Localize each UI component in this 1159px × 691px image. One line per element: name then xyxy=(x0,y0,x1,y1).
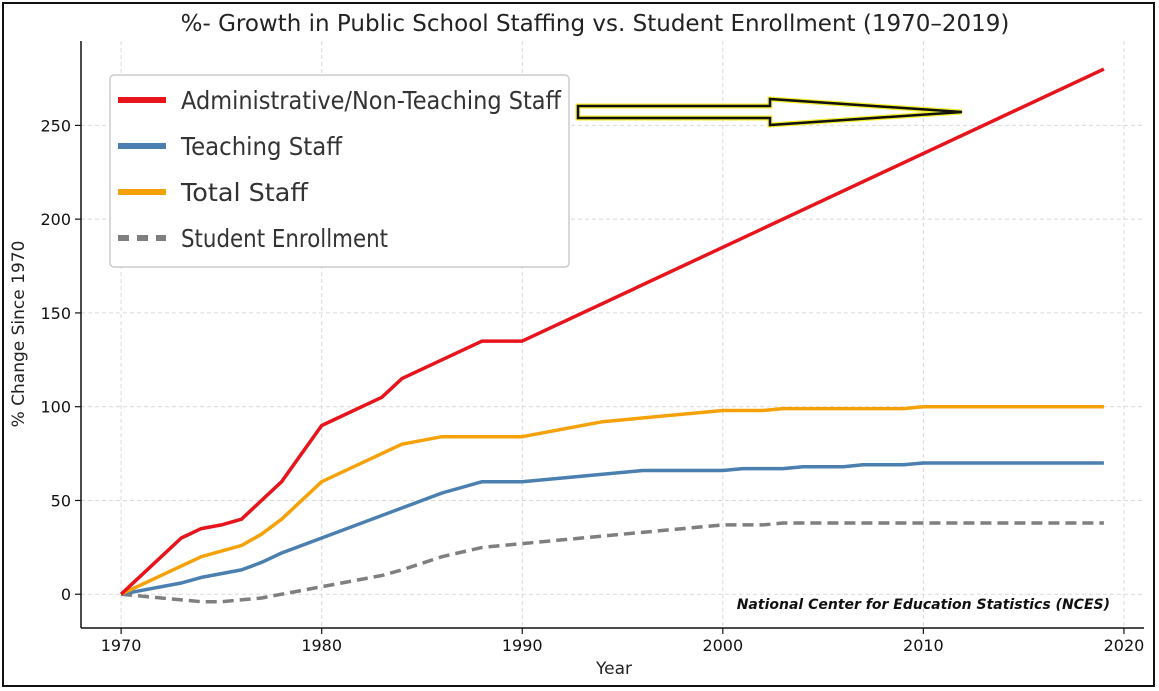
x-tick-label-5: 2020 xyxy=(1104,636,1145,655)
legend-label-1: Teaching Staff xyxy=(180,132,343,161)
y-tick-label-5: 250 xyxy=(40,116,71,135)
series-line-1 xyxy=(120,461,1104,596)
legend-box xyxy=(109,74,570,268)
legend-label-2: Total Staff xyxy=(180,178,309,207)
legend-label-3: Student Enrollment xyxy=(181,224,388,253)
series-line-2 xyxy=(120,404,1104,596)
series-line-3 xyxy=(120,521,1104,604)
y-tick-label-2: 100 xyxy=(40,398,71,417)
y-tick-label-4: 200 xyxy=(40,210,71,229)
x-tick-label-0: 1970 xyxy=(101,636,142,655)
annotation-arrow xyxy=(575,96,963,128)
x-axis-ticks: 1970 1980 1990 2000 2010 2020 xyxy=(101,628,1145,655)
axes xyxy=(80,41,1144,629)
y-tick-label-0: 0 xyxy=(61,585,71,604)
y-axis-ticks: 0 50 100 150 200 250 xyxy=(40,116,81,604)
series-lines xyxy=(119,67,1105,604)
x-tick-label-3: 2000 xyxy=(702,636,743,655)
y-tick-label-3: 150 xyxy=(40,304,71,323)
source-note: National Center for Education Statistics… xyxy=(737,597,1110,613)
x-axis-label: Year xyxy=(595,659,632,679)
x-tick-label-1: 1980 xyxy=(301,636,342,655)
legend: Administrative/Non-Teaching Staff Teachin… xyxy=(109,74,570,268)
legend-label-0: Administrative/Non-Teaching Staff xyxy=(181,86,562,115)
arrow-outline xyxy=(576,97,963,127)
x-tick-label-2: 1990 xyxy=(502,636,543,655)
y-tick-label-1: 50 xyxy=(51,491,71,510)
series-line-0 xyxy=(119,67,1105,596)
y-axis-label: % Change Since 1970 xyxy=(9,241,29,428)
chart-title: %- Growth in Public School Staffing vs. … xyxy=(181,11,1010,37)
x-tick-label-4: 2010 xyxy=(903,636,944,655)
